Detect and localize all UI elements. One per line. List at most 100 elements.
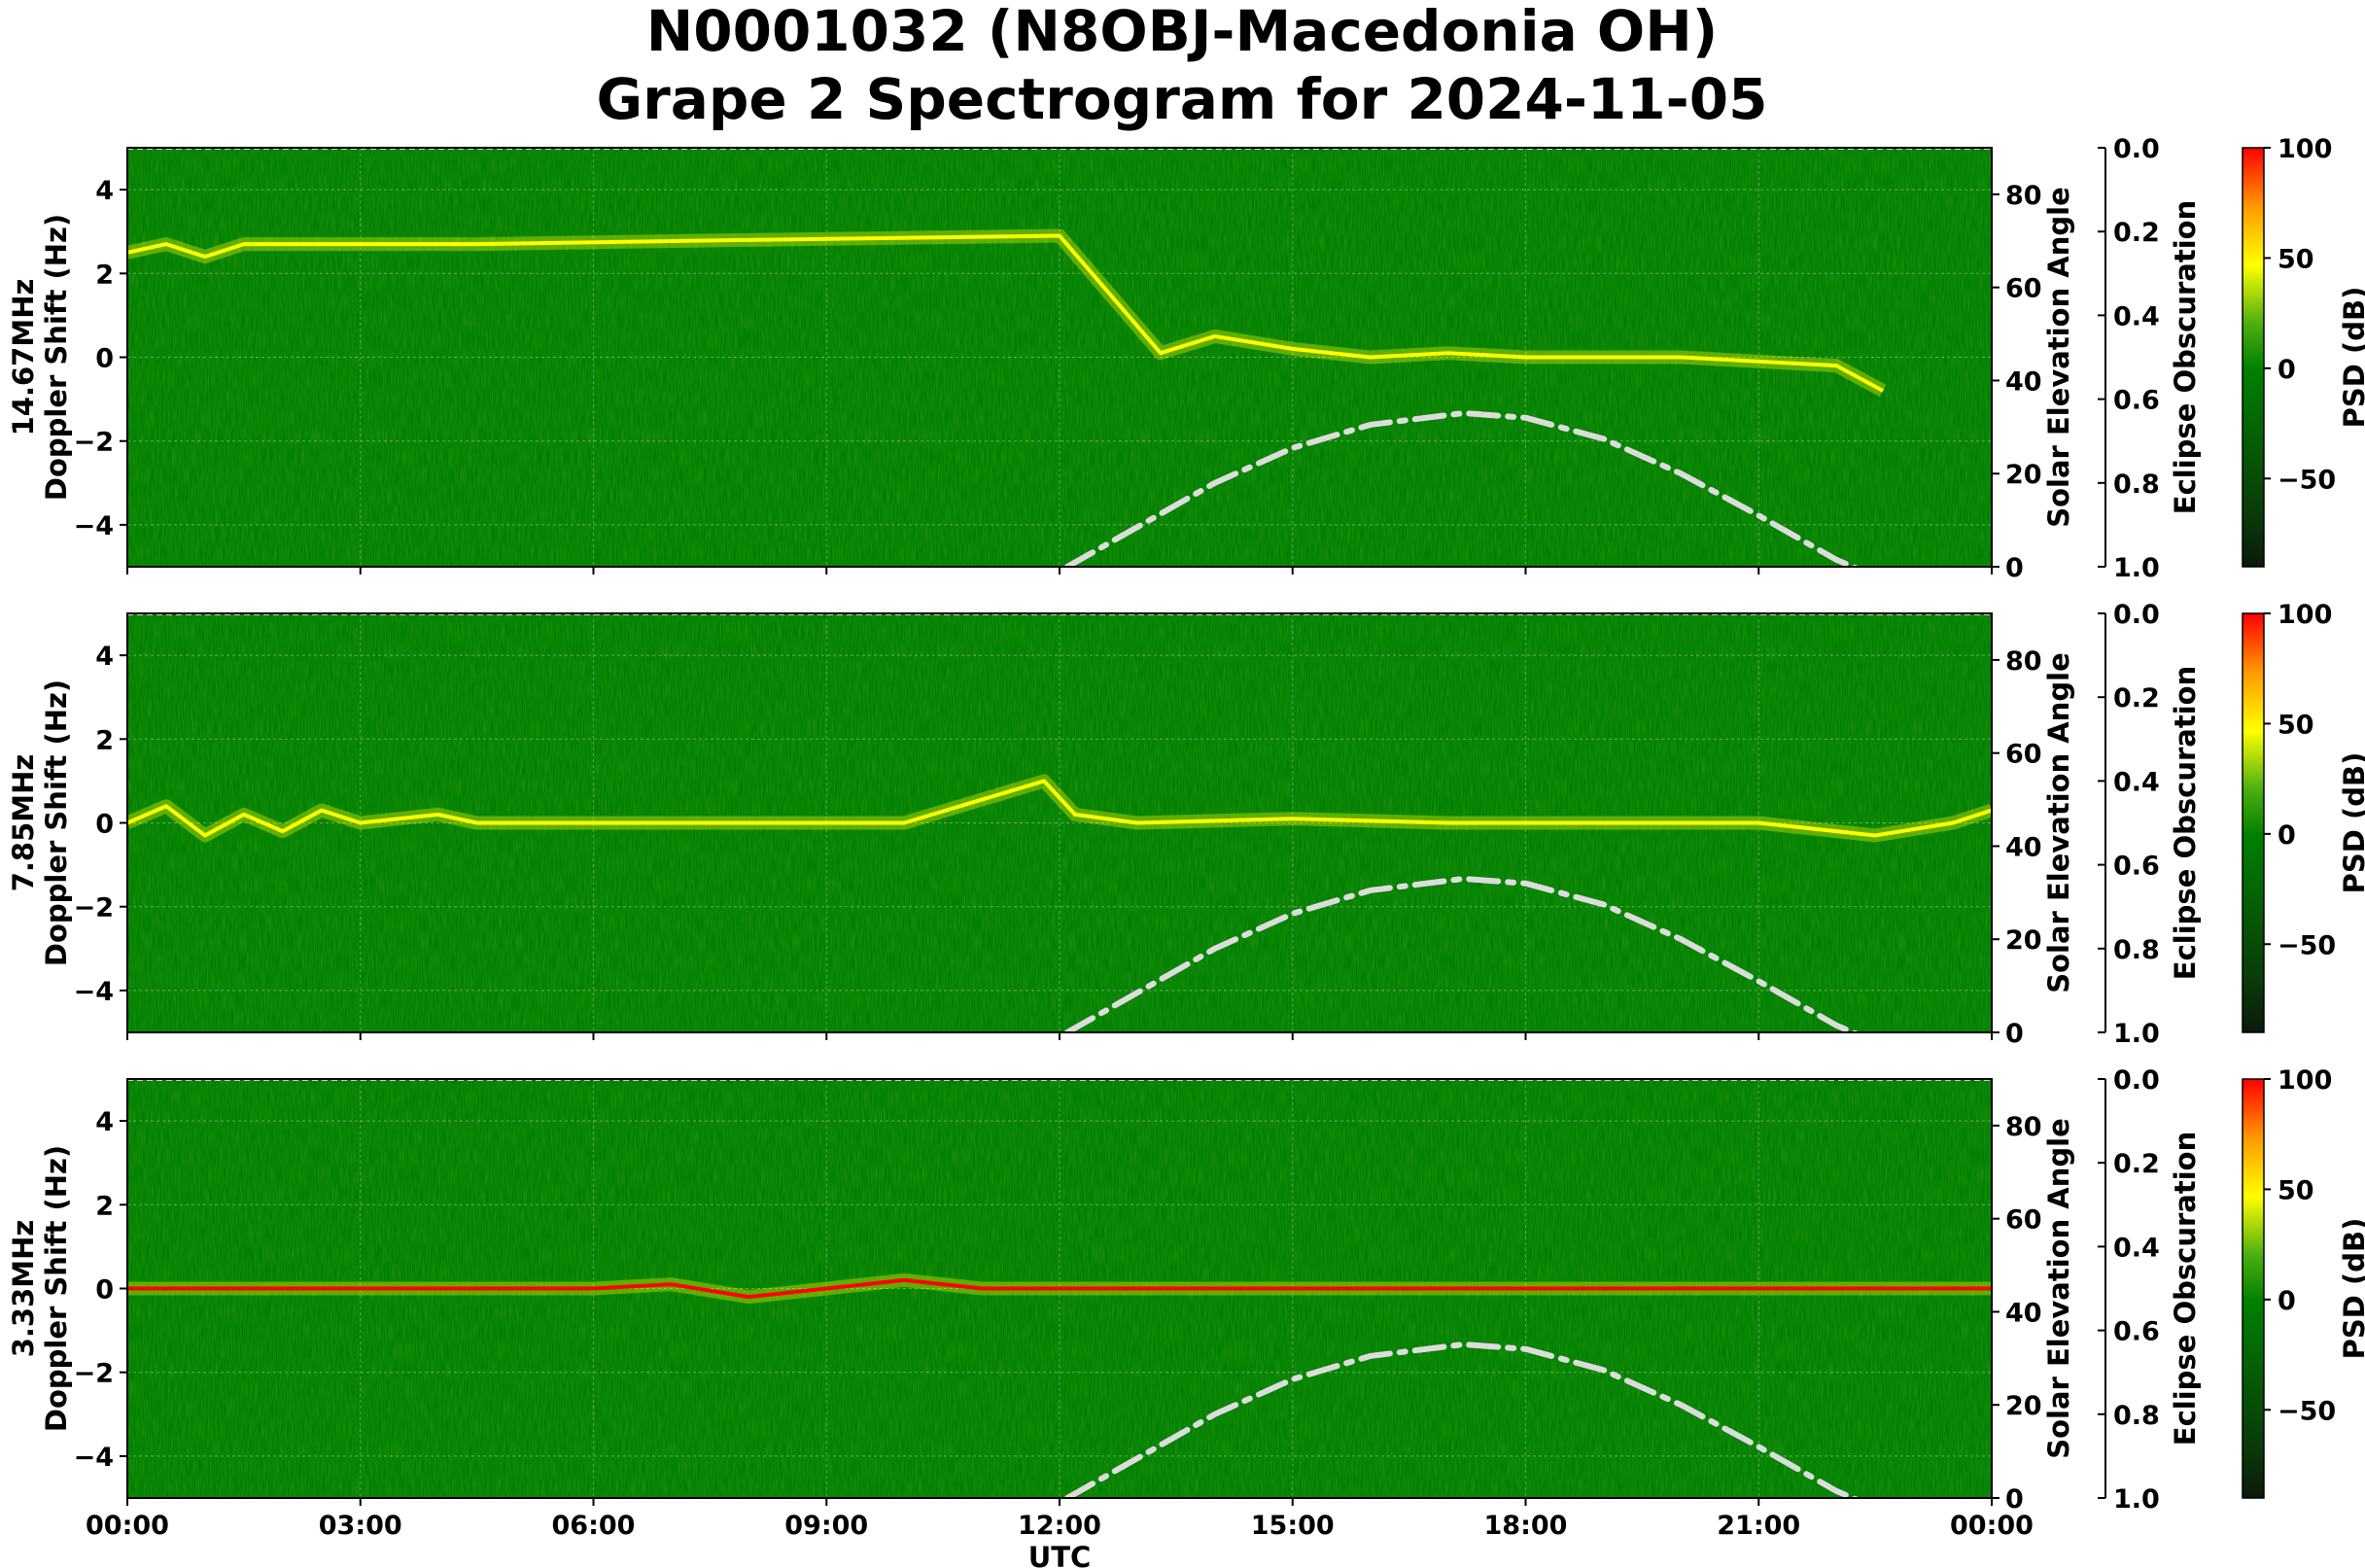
colorbar	[2242, 1078, 2265, 1499]
colorbar-label-group: PSD (dB)	[2338, 752, 2365, 894]
elevation-axis-label: Solar Elevation Angle	[2042, 1118, 2075, 1459]
colorbar-tick-label: 100	[2278, 1065, 2332, 1096]
eclipse-tick-label: 0.6	[2113, 852, 2160, 882]
eclipse-tick-label: 0.4	[2113, 301, 2160, 331]
elevation-tick-label: 60	[2005, 274, 2042, 304]
y-tick-label: −4	[74, 1443, 114, 1473]
elevation-tick-label: 0	[2005, 553, 2024, 583]
y-tick-label: 4	[95, 1107, 114, 1137]
eclipse-tick-label: 0.2	[2113, 1149, 2160, 1179]
elevation-label-group: Solar Elevation Angle	[2042, 652, 2075, 993]
colorbar-tick-label: 50	[2278, 244, 2314, 274]
elevation-axis-label: Solar Elevation Angle	[2042, 652, 2075, 993]
eclipse-tick-label: 0.4	[2113, 1233, 2160, 1263]
colorbar-tick-label: 50	[2278, 1175, 2314, 1205]
y-tick-label: −4	[74, 511, 114, 541]
x-axis-label: UTC	[1028, 1541, 1092, 1568]
eclipse-tick-label: 0.8	[2113, 935, 2160, 965]
eclipse-tick-label: 0.4	[2113, 767, 2160, 797]
y-tick-label: 0	[95, 1275, 114, 1306]
y-tick-label: 2	[95, 725, 114, 755]
elevation-tick-label: 40	[2005, 366, 2042, 397]
eclipse-label-group: Eclipse Obscuration	[2169, 1132, 2202, 1446]
colorbar-tick-label: 0	[2278, 355, 2296, 385]
eclipse-tick-label: 0.6	[2113, 1317, 2160, 1347]
colorbar	[2242, 612, 2265, 1033]
x-tick-label: 00:00	[1950, 1511, 2034, 1541]
y-tick-label: −4	[74, 977, 114, 1007]
eclipse-tick-label: 0.0	[2113, 600, 2160, 630]
eclipse-tick-label: 0.6	[2113, 386, 2160, 416]
elevation-tick-label: 20	[2005, 1391, 2042, 1421]
eclipse-axis-label: Eclipse Obscuration	[2169, 666, 2202, 980]
y-axis-label-frequency: 7.85MHz	[7, 754, 40, 892]
y-axis-label-frequency: 14.67MHz	[7, 279, 40, 436]
solar-elevation-curve	[1063, 1341, 1861, 1498]
y-axis-label-doppler: Doppler Shift (Hz)	[40, 214, 73, 501]
y-axis-label-doppler: Doppler Shift (Hz)	[40, 679, 73, 966]
y-tick-label: 4	[95, 176, 114, 206]
y-tick-label: 0	[95, 810, 114, 840]
eclipse-tick-label: 1.0	[2113, 1019, 2160, 1049]
eclipse-label-group: Eclipse Obscuration	[2169, 666, 2202, 980]
elevation-label-group: Solar Elevation Angle	[2042, 187, 2075, 528]
elevation-tick-label: 80	[2005, 181, 2042, 211]
colorbar-tick-label: −50	[2278, 1396, 2336, 1426]
eclipse-axis-label: Eclipse Obscuration	[2169, 200, 2202, 514]
eclipse-label-group: Eclipse Obscuration	[2169, 200, 2202, 514]
elevation-tick-label: 20	[2005, 925, 2042, 956]
elevation-tick-label: 60	[2005, 1205, 2042, 1236]
y-tick-label: −2	[74, 428, 114, 458]
elevation-tick-label: 0	[2005, 1019, 2024, 1049]
spectrogram-content	[127, 1079, 1992, 1498]
elevation-tick-label: 40	[2005, 832, 2042, 862]
y-axis-label-doppler: Doppler Shift (Hz)	[40, 1145, 73, 1432]
y-axis-label-group: 7.85MHz Doppler Shift (Hz)	[7, 679, 73, 966]
y-tick-label: 0	[95, 344, 114, 374]
eclipse-tick-label: 1.0	[2113, 553, 2160, 583]
solar-elevation-curve	[1063, 875, 1861, 1032]
colorbar-label: PSD (dB)	[2338, 752, 2365, 894]
y-tick-label: 2	[95, 260, 114, 290]
elevation-tick-label: 20	[2005, 460, 2042, 490]
x-tick-label: 18:00	[1484, 1511, 1568, 1541]
colorbar-tick-label: 0	[2278, 1286, 2296, 1316]
eclipse-tick-label: 0.8	[2113, 470, 2160, 500]
colorbar-tick-label: −50	[2278, 465, 2336, 495]
x-tick-label: 03:00	[319, 1511, 402, 1541]
panel-3.33MHz: 420−2−43.33MHz Doppler Shift (Hz)02040608…	[7, 1065, 2365, 1568]
x-tick-label: 12:00	[1018, 1511, 1101, 1541]
colorbar-label-group: PSD (dB)	[2338, 1218, 2365, 1360]
elevation-label-group: Solar Elevation Angle	[2042, 1118, 2075, 1459]
eclipse-tick-label: 0.8	[2113, 1401, 2160, 1431]
chart-title-line1: N0001032 (N8OBJ-Macedonia OH)	[646, 0, 1719, 64]
eclipse-tick-label: 0.2	[2113, 218, 2160, 248]
eclipse-tick-label: 0.0	[2113, 1065, 2160, 1096]
y-tick-label: 4	[95, 642, 114, 672]
x-tick-label: 21:00	[1717, 1511, 1800, 1541]
colorbar-tick-label: 0	[2278, 820, 2296, 851]
chart-title-line2: Grape 2 Spectrogram for 2024-11-05	[597, 66, 1768, 132]
x-tick-label: 15:00	[1251, 1511, 1335, 1541]
x-tick-label: 09:00	[784, 1511, 868, 1541]
y-axis-label-frequency: 3.33MHz	[7, 1220, 40, 1358]
panels-group: 420−2−414.67MHz Doppler Shift (Hz)0204060…	[7, 134, 2365, 1568]
elevation-tick-label: 60	[2005, 740, 2042, 770]
colorbar-label: PSD (dB)	[2338, 287, 2365, 429]
doppler-trace	[127, 233, 1885, 393]
colorbar-tick-label: 100	[2278, 600, 2332, 630]
colorbar-label-group: PSD (dB)	[2338, 287, 2365, 429]
y-tick-label: 2	[95, 1191, 114, 1221]
colorbar-label: PSD (dB)	[2338, 1218, 2365, 1360]
elevation-tick-label: 0	[2005, 1484, 2024, 1515]
spectrogram-content	[127, 148, 1992, 567]
eclipse-tick-label: 1.0	[2113, 1484, 2160, 1515]
elevation-tick-label: 40	[2005, 1298, 2042, 1328]
y-axis-label-group: 14.67MHz Doppler Shift (Hz)	[7, 214, 73, 501]
elevation-axis-label: Solar Elevation Angle	[2042, 187, 2075, 528]
panel-14.67MHz: 420−2−414.67MHz Doppler Shift (Hz)0204060…	[7, 134, 2365, 583]
colorbar-tick-label: 50	[2278, 710, 2314, 740]
x-tick-label: 00:00	[86, 1511, 169, 1541]
doppler-trace	[127, 1277, 1992, 1300]
